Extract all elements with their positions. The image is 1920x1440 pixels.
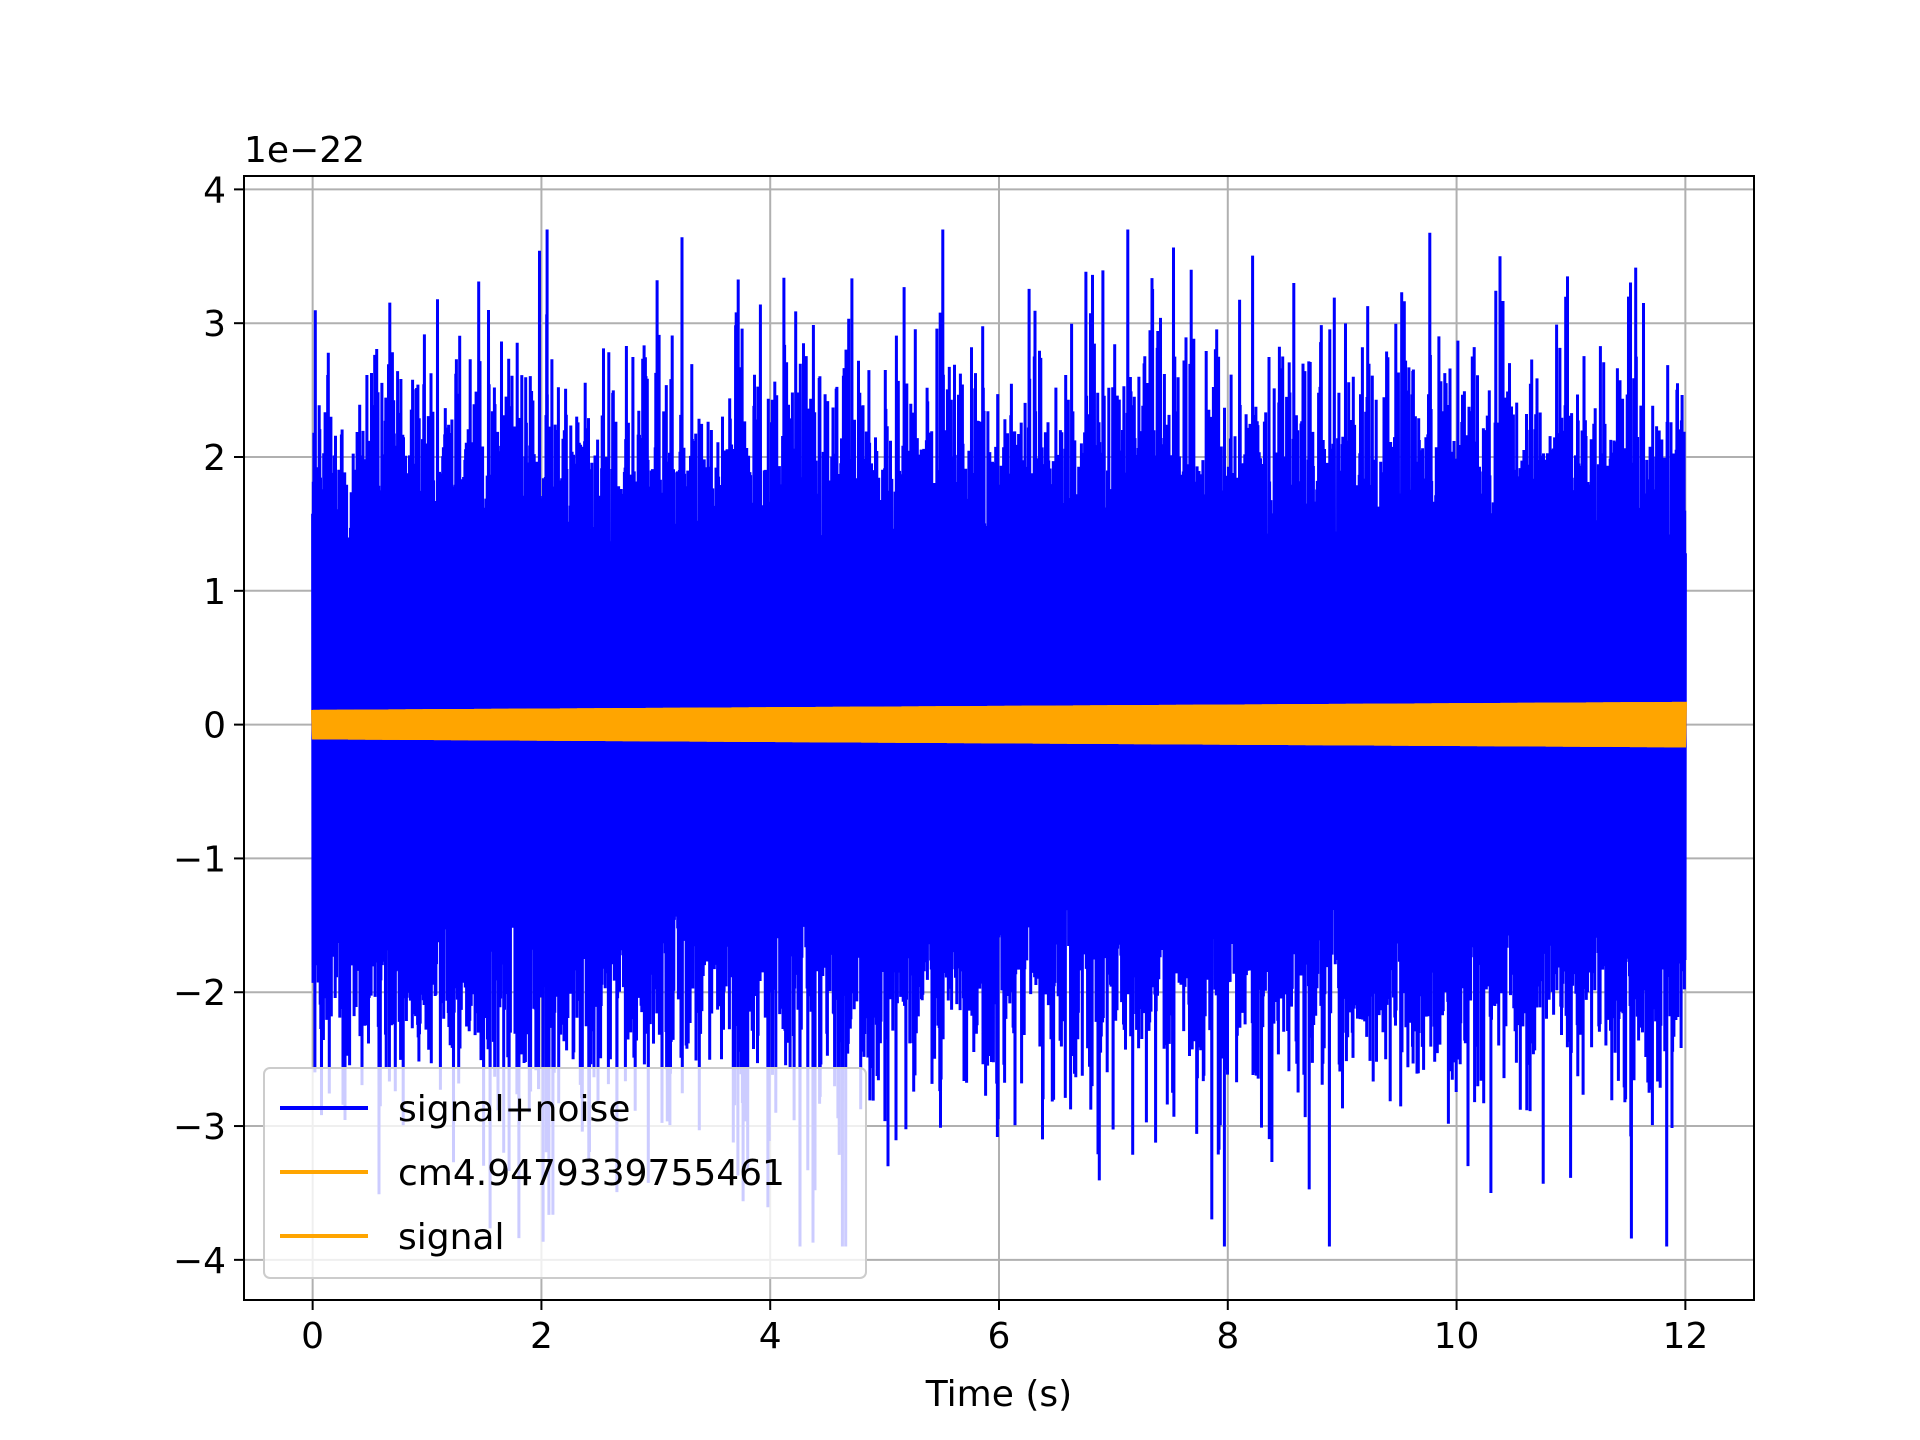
series-signal-noise-line <box>311 229 1687 1247</box>
x-tick-label: 12 <box>1662 1316 1708 1357</box>
y-tick-label: 0 <box>203 706 226 747</box>
legend-label: cm4.9479339755461 <box>398 1153 785 1194</box>
x-axis-label: Time (s) <box>925 1374 1072 1415</box>
series-signal-line <box>311 701 1687 748</box>
y-tick-label: 4 <box>203 170 226 211</box>
x-tick-label: 2 <box>530 1316 553 1357</box>
y-offset-label: 1e−22 <box>244 130 365 171</box>
y-tick-label: −2 <box>173 973 226 1014</box>
y-tick-label: −4 <box>173 1241 226 1282</box>
legend-box <box>263 1067 867 1279</box>
legend-label: signal <box>398 1217 505 1258</box>
x-axis-ticks: 0 2 4 6 8 10 12 <box>301 1300 1708 1357</box>
y-axis-ticks: −4 −3 −2 −1 0 1 2 3 4 <box>173 170 244 1282</box>
y-tick-label: 1 <box>203 572 226 613</box>
x-tick-label: 10 <box>1434 1316 1480 1357</box>
x-tick-label: 8 <box>1216 1316 1239 1357</box>
y-tick-label: −1 <box>173 839 226 880</box>
x-tick-label: 0 <box>301 1316 324 1357</box>
plot-area <box>311 229 1687 1247</box>
legend-label: signal+noise <box>398 1089 630 1130</box>
x-tick-label: 6 <box>988 1316 1011 1357</box>
legend: signal+noise cm4.9479339755461 signal <box>263 1067 867 1279</box>
y-tick-label: −3 <box>173 1107 226 1148</box>
x-tick-label: 4 <box>759 1316 782 1357</box>
y-tick-label: 3 <box>203 304 226 345</box>
y-tick-label: 2 <box>203 438 226 479</box>
